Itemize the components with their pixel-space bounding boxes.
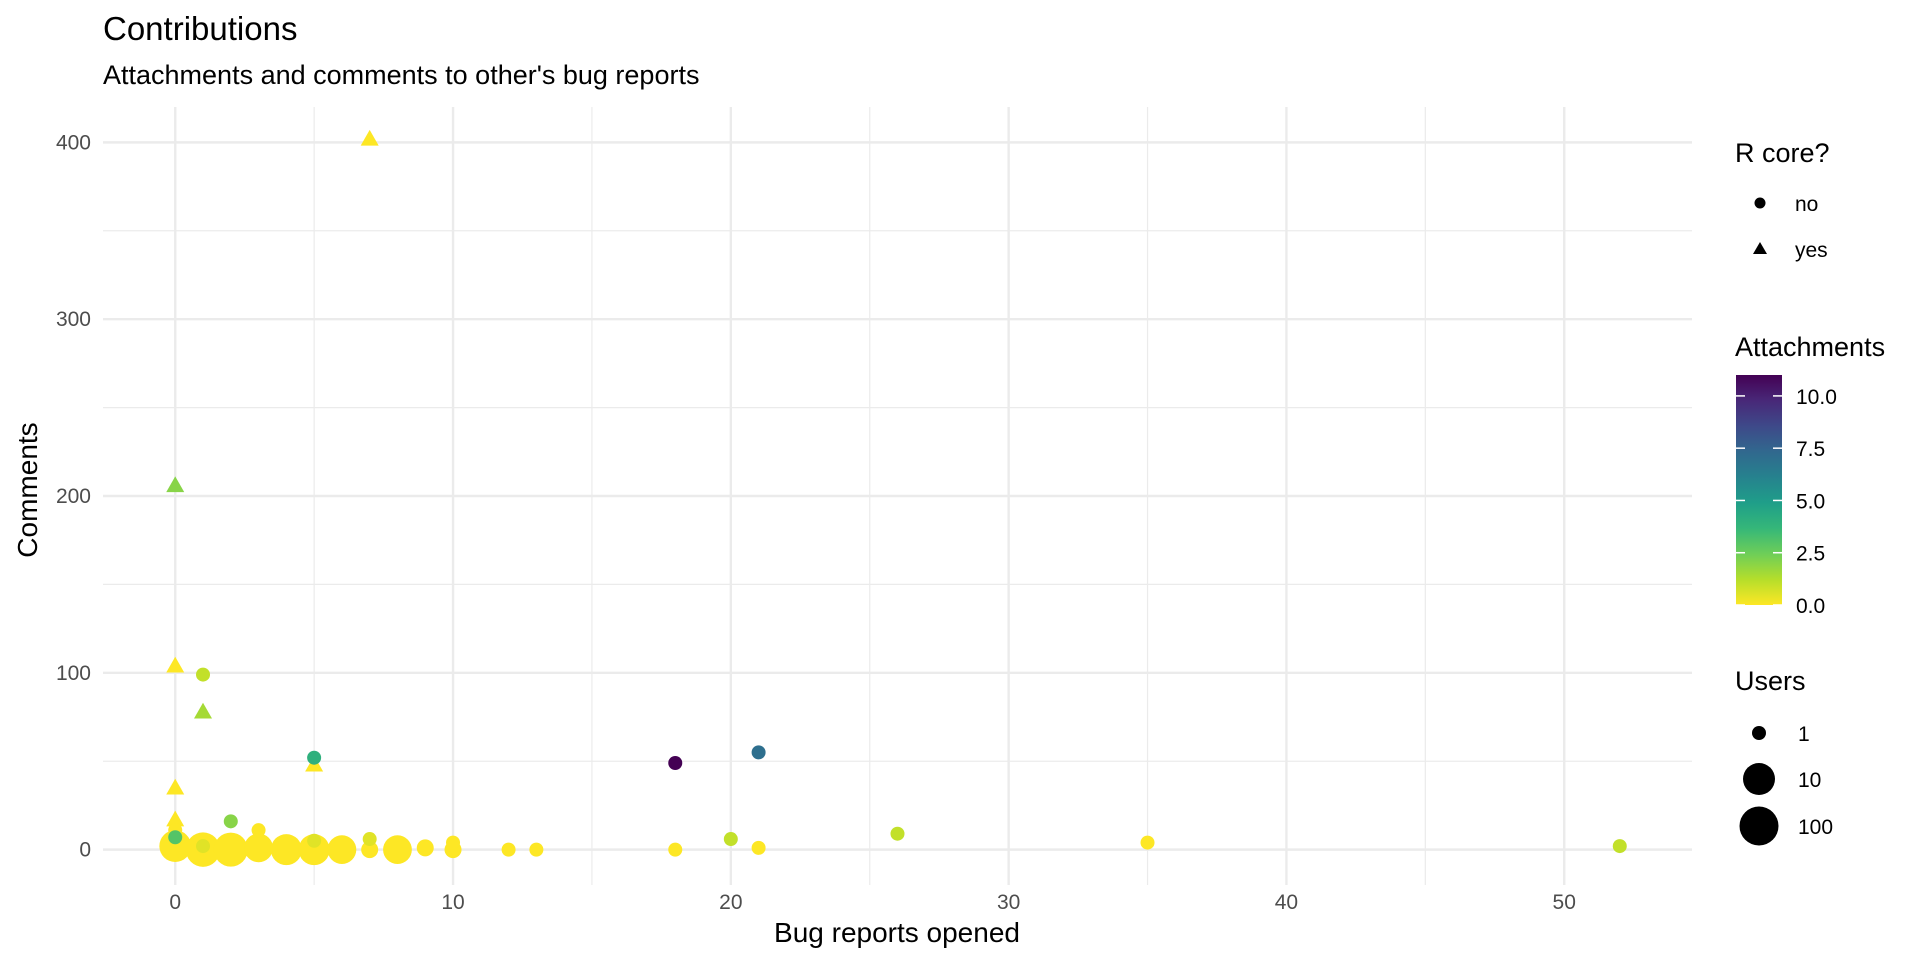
colorbar-tick-label: 2.5 bbox=[1796, 543, 1825, 566]
x-tick-label: 20 bbox=[719, 891, 742, 914]
y-axis-title: Comments bbox=[12, 422, 43, 557]
legend-size-10-symbol bbox=[1743, 763, 1775, 795]
y-tick-label: 200 bbox=[56, 485, 91, 508]
data-point-circle bbox=[529, 842, 544, 857]
data-point-circle bbox=[751, 745, 766, 760]
data-point-circle bbox=[751, 840, 766, 855]
data-point-triangle bbox=[166, 476, 185, 493]
legend-colorbar bbox=[1736, 375, 1782, 605]
data-point-circle bbox=[159, 830, 192, 862]
data-point-circle bbox=[362, 832, 377, 847]
data-point-triangle bbox=[166, 810, 185, 827]
data-point-circle bbox=[298, 834, 330, 866]
data-point-circle bbox=[501, 842, 516, 857]
data-point-circle bbox=[196, 667, 211, 682]
legend-colorbar-ticks: 0.0 2.5 5.0 7.5 10.0 bbox=[1736, 386, 1837, 618]
data-point-circle bbox=[196, 839, 211, 854]
legend-shape-no-label: no bbox=[1795, 193, 1818, 216]
y-tick-label: 300 bbox=[56, 308, 91, 331]
data-point-circle bbox=[723, 832, 738, 847]
data-point-circle bbox=[251, 823, 266, 838]
chart-title: Contributions bbox=[103, 10, 297, 47]
legend-size-10-label: 10 bbox=[1798, 769, 1821, 792]
y-tick-label: 400 bbox=[56, 131, 91, 154]
data-point-circle bbox=[1140, 835, 1155, 850]
x-tick-label: 10 bbox=[441, 891, 464, 914]
legend-size-1-label: 1 bbox=[1798, 723, 1810, 746]
legend-size-title: Users bbox=[1735, 666, 1806, 696]
x-tick-label: 0 bbox=[169, 891, 181, 914]
data-point-triangle bbox=[166, 778, 185, 795]
data-point-circle bbox=[307, 833, 322, 848]
legend-shape: R core? no yes bbox=[1735, 138, 1830, 262]
x-tick-label: 30 bbox=[997, 891, 1020, 914]
data-point-triangle bbox=[166, 656, 185, 673]
legend-size: Users 1 10 100 bbox=[1735, 666, 1833, 846]
legend-shape-yes-label: yes bbox=[1795, 239, 1828, 262]
x-tick-label: 40 bbox=[1275, 891, 1298, 914]
data-point-circle bbox=[416, 839, 434, 857]
legend-color-title: Attachments bbox=[1735, 332, 1885, 362]
data-point-triangle bbox=[194, 702, 213, 719]
colorbar-tick-label: 10.0 bbox=[1796, 386, 1837, 409]
data-point-circle bbox=[327, 835, 357, 865]
data-point-circle bbox=[668, 842, 683, 857]
y-tick-label: 0 bbox=[79, 839, 91, 862]
data-point-circle bbox=[168, 830, 183, 845]
legend-shape-no-symbol bbox=[1754, 197, 1766, 209]
x-tick-label: 50 bbox=[1553, 891, 1576, 914]
plot-grid bbox=[103, 107, 1692, 885]
data-point-circle bbox=[668, 755, 683, 770]
legend-size-1-symbol bbox=[1752, 726, 1766, 740]
data-point-circle bbox=[383, 835, 412, 865]
data-point-circle bbox=[270, 834, 302, 866]
data-point-triangle bbox=[360, 129, 379, 146]
legend-shape-yes-symbol bbox=[1753, 242, 1767, 254]
data-point-circle bbox=[223, 814, 238, 829]
colorbar-tick-label: 5.0 bbox=[1796, 490, 1825, 513]
y-tick-label: 100 bbox=[56, 662, 91, 685]
chart-subtitle: Attachments and comments to other's bug … bbox=[103, 60, 699, 90]
data-point-circle bbox=[213, 832, 248, 867]
x-axis-title: Bug reports opened bbox=[774, 917, 1020, 948]
data-point-circle bbox=[890, 826, 905, 841]
axis-ticks: 0 10 20 30 40 50 0 100 200 300 400 bbox=[56, 131, 1576, 914]
legend-size-100-symbol bbox=[1739, 806, 1779, 846]
legend-size-100-label: 100 bbox=[1798, 816, 1833, 839]
legend-color: Attachments 0.0 2.5 5.0 7.5 10.0 bbox=[1735, 332, 1885, 618]
data-point-circle bbox=[307, 750, 322, 765]
data-point-circle bbox=[244, 833, 273, 863]
data-point-circle bbox=[1612, 839, 1627, 854]
data-points bbox=[159, 129, 1627, 867]
colorbar-tick-label: 0.0 bbox=[1796, 595, 1825, 618]
colorbar-tick-label: 7.5 bbox=[1796, 438, 1825, 461]
legend-shape-title: R core? bbox=[1735, 138, 1830, 168]
data-point-circle bbox=[446, 835, 461, 850]
data-point-circle bbox=[361, 841, 379, 859]
